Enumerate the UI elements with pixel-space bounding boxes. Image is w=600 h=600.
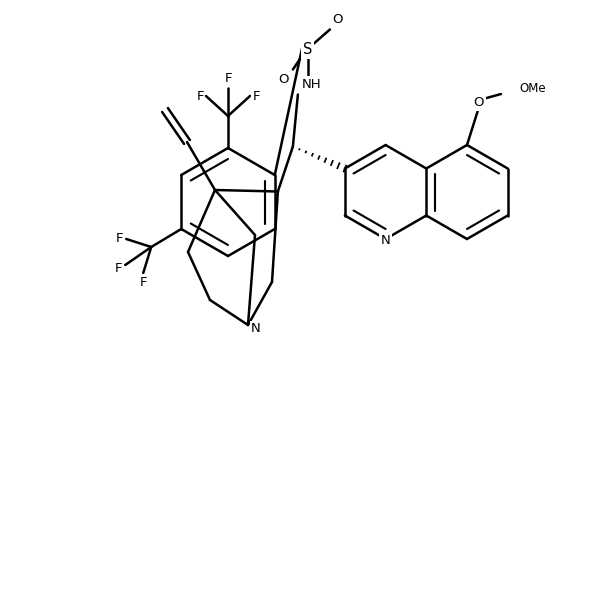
Text: O: O	[332, 13, 343, 26]
Text: F: F	[115, 232, 123, 245]
Text: OMe: OMe	[519, 82, 545, 95]
Text: F: F	[252, 89, 260, 103]
Text: F: F	[224, 71, 232, 85]
Text: O: O	[278, 73, 289, 86]
Text: F: F	[196, 89, 204, 103]
Text: O: O	[474, 97, 484, 109]
Text: F: F	[115, 263, 122, 275]
Text: F: F	[139, 275, 147, 289]
Text: S: S	[303, 42, 313, 57]
Text: NH: NH	[302, 78, 322, 91]
Text: N: N	[251, 323, 261, 335]
Text: N: N	[381, 235, 391, 247]
